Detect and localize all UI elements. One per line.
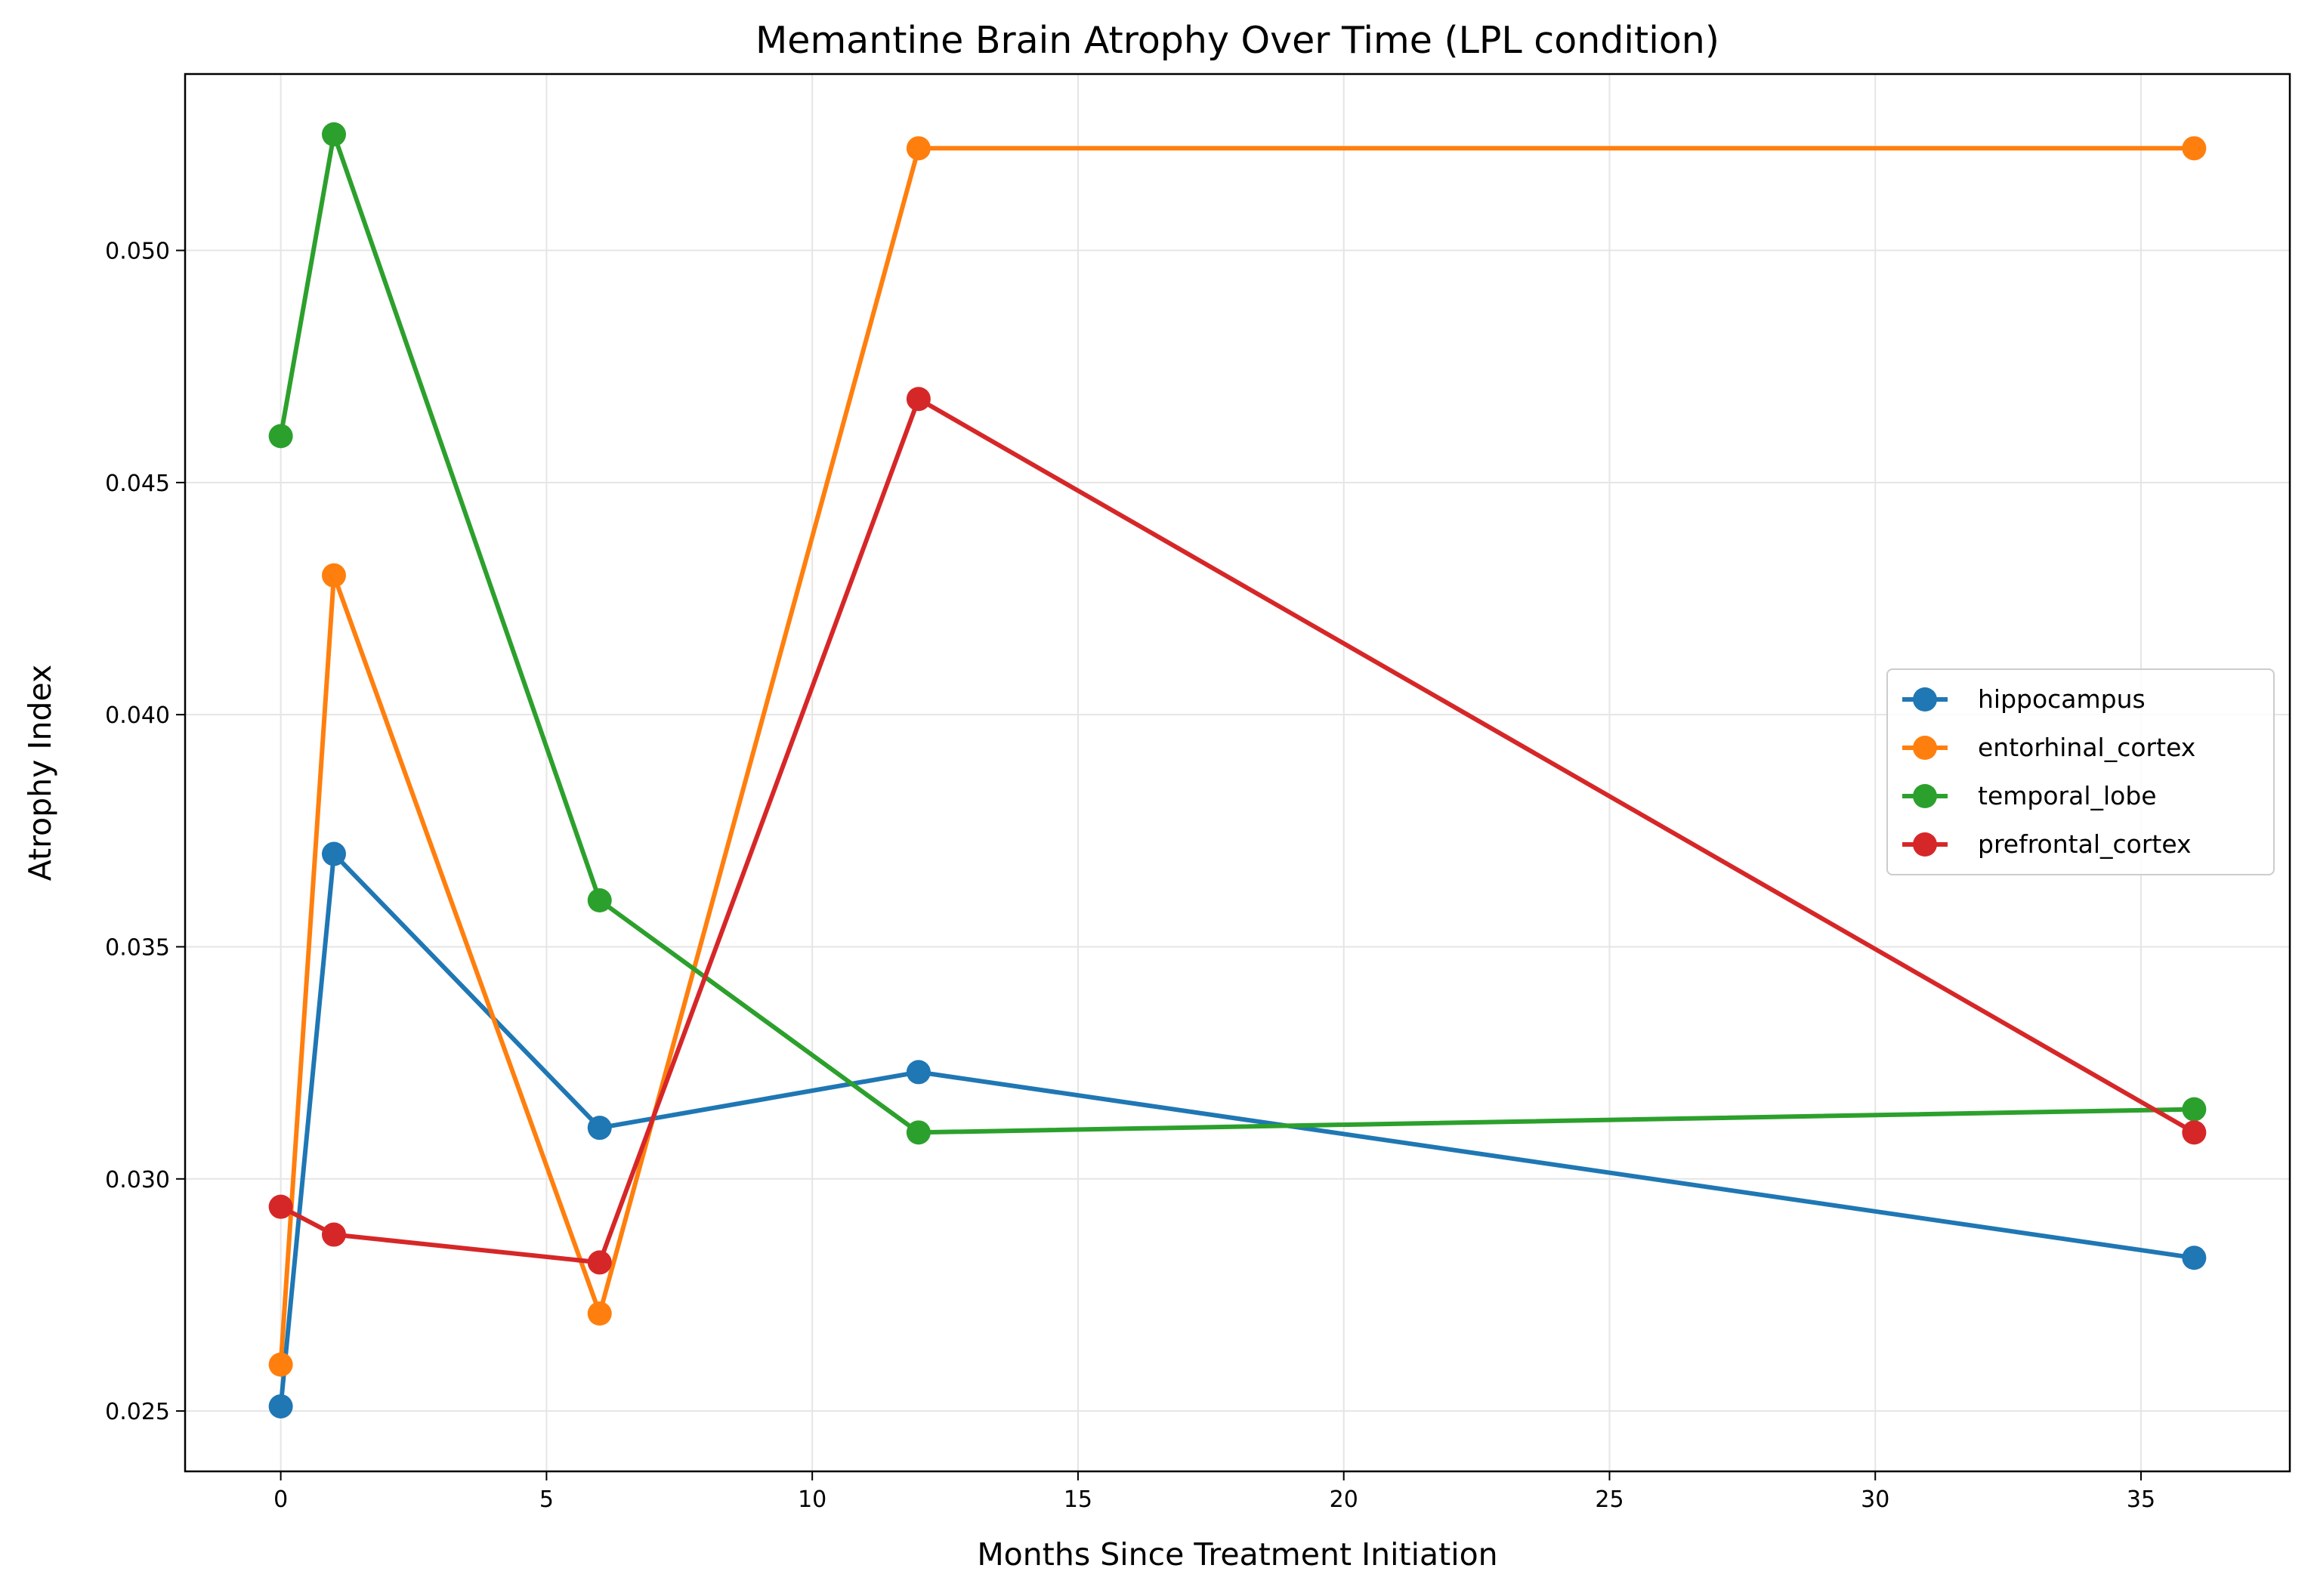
data-point xyxy=(2182,136,2207,161)
y-tick-label: 0.030 xyxy=(105,1167,170,1193)
data-point xyxy=(587,1250,612,1275)
data-point xyxy=(2182,1120,2207,1145)
legend-swatch-marker xyxy=(1913,784,1937,808)
y-tick-label: 0.040 xyxy=(105,702,170,729)
grid-lines xyxy=(185,74,2290,1471)
legend-label: temporal_lobe xyxy=(1978,781,2157,810)
plot-frame xyxy=(184,73,2291,1473)
y-tick-label: 0.050 xyxy=(105,239,170,265)
legend-label: prefrontal_cortex xyxy=(1978,829,2192,859)
y-axis-label: Atrophy Index xyxy=(22,665,58,881)
data-point xyxy=(321,563,346,588)
legend-box xyxy=(1886,668,2275,875)
x-tick-label: 5 xyxy=(539,1486,554,1513)
legend-label: hippocampus xyxy=(1978,684,2146,714)
x-tick-label: 20 xyxy=(1330,1486,1358,1513)
series-layer xyxy=(268,122,2207,1418)
y-tick-label: 0.025 xyxy=(105,1399,170,1425)
legend-swatch-marker xyxy=(1913,687,1937,712)
y-tick-label: 0.035 xyxy=(105,934,170,961)
data-point xyxy=(268,1194,293,1219)
data-point xyxy=(268,424,293,449)
data-point xyxy=(587,888,612,913)
legend-item: temporal_lobe xyxy=(1902,781,2157,810)
series-hippocampus xyxy=(268,841,2207,1418)
data-point xyxy=(321,841,346,866)
legend-swatch-marker xyxy=(1913,736,1937,760)
data-point xyxy=(906,1120,931,1145)
series-prefrontal-cortex xyxy=(268,387,2207,1275)
legend-item: prefrontal_cortex xyxy=(1902,829,2192,859)
data-point xyxy=(268,1394,293,1418)
data-point xyxy=(2182,1097,2207,1122)
legend-item: hippocampus xyxy=(1902,684,2146,714)
x-axis: 0 5 10 15 20 25 30 35 xyxy=(273,1471,2155,1513)
x-tick-label: 30 xyxy=(1861,1486,1889,1513)
data-point xyxy=(2182,1246,2207,1270)
data-point xyxy=(906,387,931,412)
y-axis: 0.025 0.030 0.035 0.040 0.045 0.050 xyxy=(105,239,185,1425)
legend-item: entorhinal_cortex xyxy=(1902,733,2195,762)
data-point xyxy=(268,1352,293,1377)
data-point xyxy=(906,136,931,161)
x-axis-label: Months Since Treatment Initiation xyxy=(977,1536,1497,1573)
x-tick-label: 0 xyxy=(273,1486,288,1513)
data-point xyxy=(587,1116,612,1141)
legend: hippocampus entorhinal_cortex temporal_lob… xyxy=(1886,668,2275,875)
x-tick-label: 25 xyxy=(1595,1486,1624,1513)
x-tick-label: 35 xyxy=(2127,1486,2155,1513)
legend-label: entorhinal_cortex xyxy=(1978,733,2195,762)
data-point xyxy=(906,1060,931,1085)
series-entorhinal-cortex xyxy=(268,136,2207,1377)
data-point xyxy=(321,1222,346,1247)
series-temporal-lobe xyxy=(268,122,2207,1145)
x-tick-label: 10 xyxy=(798,1486,826,1513)
legend-swatch-marker xyxy=(1913,832,1937,857)
data-point xyxy=(321,122,346,147)
data-point xyxy=(587,1301,612,1326)
y-tick-label: 0.045 xyxy=(105,471,170,497)
x-tick-label: 15 xyxy=(1064,1486,1092,1513)
chart-title: Memantine Brain Atrophy Over Time (LPL c… xyxy=(755,19,1719,62)
